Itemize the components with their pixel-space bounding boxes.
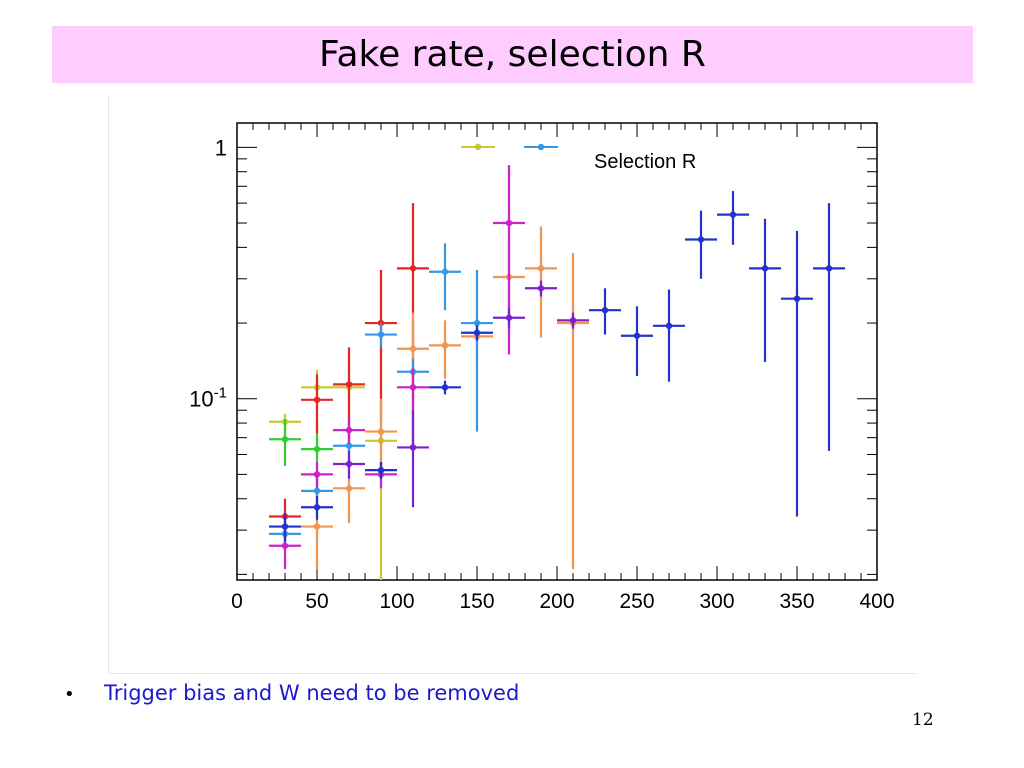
- data-point: [313, 487, 321, 495]
- data-point: [441, 342, 449, 349]
- data-point: [313, 396, 321, 404]
- x-tick-label: 250: [619, 590, 654, 613]
- data-point: [409, 384, 417, 391]
- bullet-marker: •: [64, 684, 75, 705]
- page-number: 12: [912, 710, 934, 730]
- slide-title: Fake rate, selection R: [319, 34, 706, 75]
- data-point: [729, 211, 737, 218]
- data-point: [537, 265, 545, 272]
- data-point: [313, 504, 321, 511]
- data-point: [697, 236, 705, 243]
- data-point: [345, 442, 353, 449]
- data-point: [569, 317, 577, 324]
- y-tick-label: 10-1: [189, 385, 227, 412]
- data-point: [473, 329, 481, 336]
- data-point: [345, 460, 353, 468]
- x-tick-label: 300: [699, 590, 734, 613]
- data-point: [825, 265, 833, 272]
- data-point: [313, 523, 321, 530]
- data-point: [633, 332, 641, 339]
- x-tick-label: 50: [305, 590, 328, 613]
- data-point: [761, 265, 769, 272]
- data-point: [345, 426, 353, 434]
- x-tick-label: 350: [779, 590, 814, 613]
- data-point: [409, 265, 417, 272]
- data-point: [505, 219, 513, 227]
- data-point: [377, 428, 385, 435]
- data-point: [473, 319, 481, 327]
- data-point: [281, 523, 289, 530]
- x-tick-label: 150: [459, 590, 494, 613]
- data-point: [345, 485, 353, 492]
- data-point: [793, 295, 801, 302]
- x-tick-label: 100: [379, 590, 414, 613]
- data-point: [313, 445, 321, 453]
- data-point: [505, 314, 513, 321]
- legend-label: Selection R: [594, 151, 696, 173]
- data-point: [665, 322, 673, 330]
- data-point: [281, 542, 289, 549]
- legend-marker: [537, 143, 545, 151]
- plot-area-frame: [236, 122, 878, 581]
- x-tick-label: 400: [859, 590, 894, 613]
- legend-marker: [474, 143, 482, 151]
- y-tick-label: 1: [215, 135, 227, 160]
- title-bar: Fake rate, selection R: [52, 26, 973, 83]
- data-point: [441, 268, 449, 275]
- data-point: [377, 331, 385, 338]
- data-point: [281, 436, 289, 443]
- plot-frame: [108, 95, 917, 674]
- bullet-text: Trigger bias and W need to be removed: [104, 681, 520, 705]
- x-tick-label: 200: [539, 590, 574, 613]
- data-point: [409, 345, 417, 352]
- data-point: [377, 466, 385, 474]
- data-point: [345, 381, 353, 388]
- data-point: [601, 306, 609, 314]
- data-point: [409, 444, 417, 451]
- data-point: [537, 285, 545, 292]
- x-tick-label: 0: [231, 590, 243, 613]
- data-point: [313, 471, 321, 478]
- data-point: [441, 384, 449, 391]
